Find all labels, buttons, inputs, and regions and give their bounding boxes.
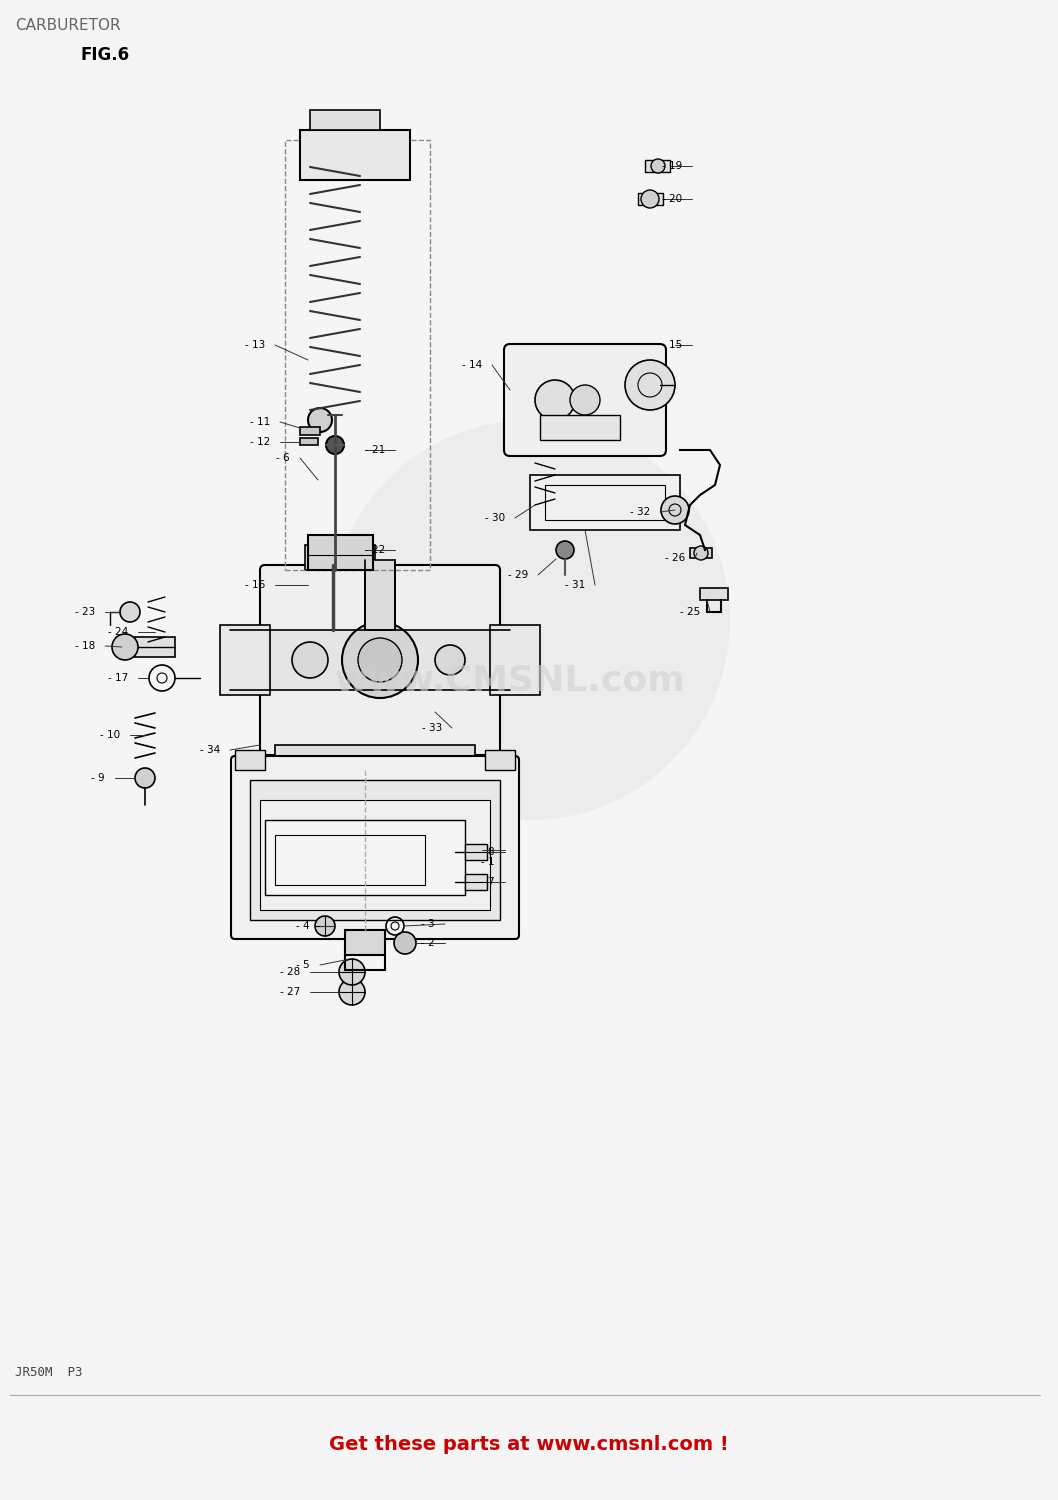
Bar [305,544,375,570]
Circle shape [358,638,402,682]
Circle shape [535,380,574,420]
Text: JR50M  P3: JR50M P3 [15,1365,83,1378]
Bar [308,536,373,570]
Bar [490,626,540,694]
Circle shape [308,408,332,432]
Bar [530,476,680,530]
Circle shape [625,360,675,410]
Bar [250,780,500,920]
Circle shape [694,546,708,560]
Bar [700,588,728,600]
Circle shape [315,916,335,936]
Bar [345,930,385,956]
Circle shape [135,768,156,788]
Text: - 23: - 23 [75,608,95,616]
Circle shape [641,190,659,208]
Text: CARBURETOR: CARBURETOR [15,18,121,33]
Bar [638,194,663,206]
Bar [235,750,264,770]
Text: - 5: - 5 [296,960,310,970]
Bar [365,560,395,630]
Text: - 21: - 21 [365,446,385,454]
Text: - 27: - 27 [279,987,300,998]
Text: - 2: - 2 [421,938,435,948]
Circle shape [326,436,344,454]
Text: - 31: - 31 [565,580,585,590]
Bar [300,427,320,435]
Text: - 29: - 29 [508,570,528,580]
Text: - 22: - 22 [365,544,385,555]
Text: - 7: - 7 [481,878,495,886]
Bar [466,844,487,859]
Text: - 12: - 12 [250,436,270,447]
Text: - 26: - 26 [664,554,685,562]
Text: Get these parts at www.cmsnl.com !: Get these parts at www.cmsnl.com ! [329,1436,729,1455]
Text: - 18: - 18 [75,640,95,651]
Circle shape [661,496,689,523]
Text: - 1: - 1 [481,856,495,867]
Text: - 16: - 16 [244,580,264,590]
Text: www.CMSNL.com: www.CMSNL.com [334,663,686,698]
Bar [125,638,175,657]
Text: - 11: - 11 [250,417,270,428]
Circle shape [342,622,418,698]
Circle shape [339,980,365,1005]
Text: - 17: - 17 [108,674,128,682]
Text: - 28: - 28 [279,968,300,976]
Circle shape [394,932,416,954]
Text: - 13: - 13 [244,340,264,350]
Text: - 14: - 14 [461,360,482,370]
Bar [260,800,490,910]
Bar [485,750,515,770]
Bar [645,160,670,172]
Bar [466,874,487,890]
Text: FIG.6: FIG.6 [80,46,129,64]
Text: - 24: - 24 [108,627,128,638]
Text: - 25: - 25 [679,608,700,616]
Circle shape [570,386,600,416]
Text: - 33: - 33 [422,723,442,734]
Circle shape [330,420,730,820]
Bar [285,140,430,570]
Bar [275,746,475,770]
Bar [264,821,466,896]
Bar [300,130,411,180]
FancyBboxPatch shape [504,344,665,456]
Text: - 19: - 19 [661,160,682,171]
Bar [690,548,712,558]
Circle shape [435,645,466,675]
FancyBboxPatch shape [260,566,500,754]
Text: - 34: - 34 [200,746,220,754]
Text: - 8: - 8 [481,847,495,856]
Text: - 30: - 30 [485,513,505,523]
Circle shape [112,634,138,660]
Bar [310,110,380,130]
Text: - 3: - 3 [421,920,435,928]
Text: - 10: - 10 [99,730,120,740]
Text: - 20: - 20 [662,194,682,204]
Text: - 6: - 6 [276,453,290,464]
Circle shape [557,542,574,560]
Text: - 9: - 9 [91,772,105,783]
Bar [300,438,318,446]
Circle shape [120,602,140,622]
Text: - 32: - 32 [630,507,650,518]
Circle shape [651,159,665,172]
Bar [275,836,425,885]
Text: - 4: - 4 [296,921,310,932]
Bar [230,630,510,690]
Bar [545,484,665,520]
Bar [540,416,620,440]
FancyBboxPatch shape [231,756,519,939]
Bar [220,626,270,694]
Circle shape [292,642,328,678]
Text: - 15: - 15 [661,340,682,350]
Circle shape [339,958,365,986]
